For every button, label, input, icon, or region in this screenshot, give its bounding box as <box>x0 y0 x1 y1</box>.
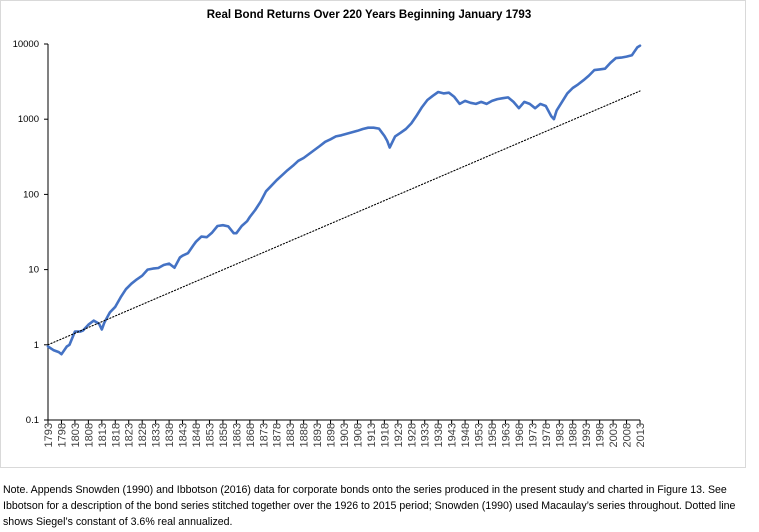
x-tick-label: 1838 <box>164 423 176 447</box>
x-tick-label: 1948 <box>460 423 472 447</box>
x-tick-label: 1918 <box>379 423 391 447</box>
x-tick-label: 1908 <box>352 423 364 447</box>
y-tick-label: 10 <box>28 265 39 276</box>
x-tick-label: 2008 <box>622 423 634 447</box>
x-tick-label: 1928 <box>406 423 418 447</box>
x-tick-label: 1943 <box>447 423 459 447</box>
y-tick-label: 1 <box>34 340 39 351</box>
x-tick-label: 1983 <box>554 423 566 447</box>
x-tick-label: 1903 <box>339 423 351 447</box>
x-tick-label: 1998 <box>595 423 607 447</box>
x-tick-label: 1828 <box>137 423 149 447</box>
x-tick-label: 1848 <box>191 423 203 447</box>
chart-frame <box>0 0 746 468</box>
x-tick-label: 1963 <box>500 423 512 447</box>
x-tick-label: 2013 <box>635 423 647 447</box>
x-tick-label: 1898 <box>326 423 338 447</box>
x-tick-label: 1798 <box>56 423 68 447</box>
x-tick-label: 1868 <box>245 423 257 447</box>
x-tick-label: 1853 <box>204 423 216 447</box>
x-tick-label: 1858 <box>218 423 230 447</box>
chart-series-layer <box>46 44 642 356</box>
x-tick-label: 1923 <box>393 423 405 447</box>
x-tick-label: 1843 <box>178 423 190 447</box>
x-tick-label: 1793 <box>43 423 55 447</box>
x-tick-label: 2003 <box>608 423 620 447</box>
x-tick-label: 1808 <box>83 423 95 447</box>
x-tick-label: 1973 <box>527 423 539 447</box>
y-tick-label: 10000 <box>13 39 39 50</box>
x-tick-label: 1803 <box>70 423 82 447</box>
x-tick-label: 1883 <box>285 423 297 447</box>
x-tick-label: 1878 <box>272 423 284 447</box>
y-tick-label: 0.1 <box>26 415 39 426</box>
x-tick-label: 1863 <box>231 423 243 447</box>
y-tick-label: 100 <box>23 189 39 200</box>
x-tick-label: 1933 <box>420 423 432 447</box>
x-tick-label: 1988 <box>568 423 580 447</box>
x-tick-label: 1873 <box>258 423 270 447</box>
x-tick-label: 1888 <box>299 423 311 447</box>
bond-returns-chart: Real Bond Returns Over 220 Years Beginni… <box>13 9 647 447</box>
x-tick-label: 1993 <box>581 423 593 447</box>
x-tick-label: 1958 <box>487 423 499 447</box>
x-tick-label: 1818 <box>110 423 122 447</box>
x-tick-label: 1833 <box>151 423 163 447</box>
x-tick-label: 1978 <box>541 423 553 447</box>
x-tick-label: 1913 <box>366 423 378 447</box>
x-tick-label: 1823 <box>124 423 136 447</box>
x-tick-label: 1893 <box>312 423 324 447</box>
y-tick-label: 1000 <box>18 114 39 125</box>
x-tick-label: 1968 <box>514 423 526 447</box>
x-tick-label: 1938 <box>433 423 445 447</box>
chart-note: Note. Appends Snowden (1990) and Ibbotso… <box>3 484 736 528</box>
siegel-constant-dotted-line <box>47 90 641 346</box>
x-tick-label: 1813 <box>97 423 109 447</box>
x-tick-label: 1953 <box>474 423 486 447</box>
chart-title: Real Bond Returns Over 220 Years Beginni… <box>207 9 531 21</box>
real-bond-returns-line <box>46 44 642 356</box>
